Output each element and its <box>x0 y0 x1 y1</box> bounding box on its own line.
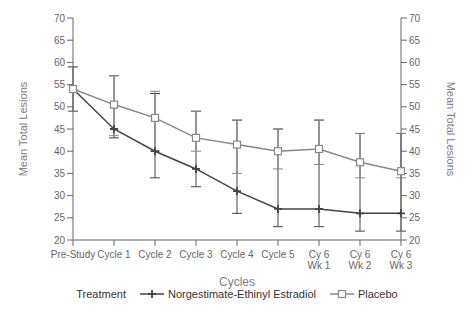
svg-text:65: 65 <box>409 35 421 46</box>
svg-text:Cycle 4: Cycle 4 <box>220 249 254 260</box>
svg-text:Cycle 3: Cycle 3 <box>179 249 213 260</box>
html-text:Placebo: Placebo <box>358 288 398 300</box>
svg-text:65: 65 <box>54 35 66 46</box>
html-text:Norgestimate-Ethinyl Estradiol: Norgestimate-Ethinyl Estradiol <box>168 288 316 300</box>
svg-text:20: 20 <box>409 235 421 246</box>
svg-text:Cy 6Wk 1: Cy 6Wk 1 <box>308 249 331 271</box>
svg-text:Cy 6Wk 2: Cy 6Wk 2 <box>349 249 372 271</box>
svg-text:35: 35 <box>409 168 421 179</box>
svg-text:40: 40 <box>54 146 66 157</box>
svg-text:Cycle 1: Cycle 1 <box>97 249 131 260</box>
svg-text:60: 60 <box>409 57 421 68</box>
svg-text:30: 30 <box>54 190 66 201</box>
svg-text:Cycle 5: Cycle 5 <box>261 249 295 260</box>
html-text:Treatment: Treatment <box>76 288 126 300</box>
svg-text:40: 40 <box>409 146 421 157</box>
svg-text:Mean Total Lesions: Mean Total Lesions <box>445 82 457 177</box>
svg-text:50: 50 <box>409 101 421 112</box>
svg-text:35: 35 <box>54 168 66 179</box>
svg-text:Mean Total Lesions: Mean Total Lesions <box>17 81 29 176</box>
svg-text:Cycles: Cycles <box>219 275 255 289</box>
svg-text:25: 25 <box>54 212 66 223</box>
svg-text:50: 50 <box>54 101 66 112</box>
svg-text:55: 55 <box>54 79 66 90</box>
svg-text:45: 45 <box>54 124 66 135</box>
svg-text:Pre-Study: Pre-Study <box>51 249 95 260</box>
svg-text:45: 45 <box>409 124 421 135</box>
svg-text:25: 25 <box>409 212 421 223</box>
svg-text:Cy 6Wk 3: Cy 6Wk 3 <box>390 249 413 271</box>
svg-text:20: 20 <box>54 235 66 246</box>
svg-text:Cycle 2: Cycle 2 <box>138 249 172 260</box>
svg-text:60: 60 <box>54 57 66 68</box>
svg-text:70: 70 <box>54 13 66 24</box>
svg-text:30: 30 <box>409 190 421 201</box>
svg-text:70: 70 <box>409 13 421 24</box>
svg-text:55: 55 <box>409 79 421 90</box>
